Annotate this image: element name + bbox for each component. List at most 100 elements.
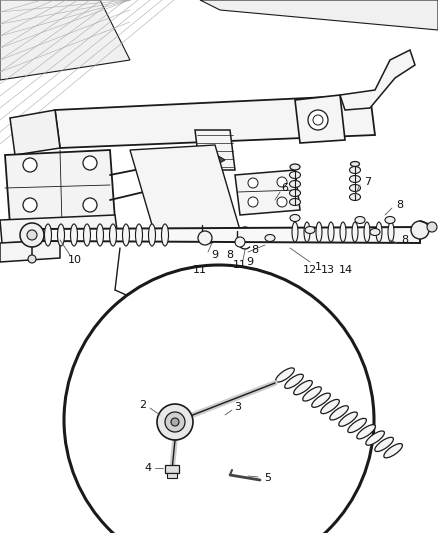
Text: 8: 8: [402, 235, 409, 245]
Ellipse shape: [305, 227, 315, 233]
Text: 13: 13: [321, 265, 335, 275]
Ellipse shape: [312, 393, 330, 407]
Text: 3: 3: [234, 402, 241, 412]
Circle shape: [427, 222, 437, 232]
Ellipse shape: [366, 431, 385, 445]
Ellipse shape: [96, 224, 103, 246]
Polygon shape: [0, 240, 60, 262]
Text: 9: 9: [247, 257, 254, 267]
Polygon shape: [200, 0, 438, 30]
Circle shape: [308, 110, 328, 130]
Ellipse shape: [123, 224, 130, 246]
Ellipse shape: [290, 190, 300, 197]
Circle shape: [277, 197, 287, 207]
Text: 8: 8: [226, 250, 233, 260]
Polygon shape: [295, 95, 345, 143]
Polygon shape: [40, 227, 420, 243]
Polygon shape: [5, 150, 115, 225]
Bar: [167, 473, 177, 478]
Circle shape: [411, 221, 429, 239]
Circle shape: [83, 198, 97, 212]
Polygon shape: [205, 148, 225, 170]
Polygon shape: [0, 215, 118, 243]
Polygon shape: [235, 170, 300, 215]
Ellipse shape: [45, 224, 52, 246]
Circle shape: [198, 231, 212, 245]
Circle shape: [20, 223, 44, 247]
Circle shape: [28, 255, 36, 263]
Ellipse shape: [385, 216, 395, 223]
Ellipse shape: [348, 418, 366, 433]
Ellipse shape: [292, 222, 298, 242]
Polygon shape: [55, 95, 375, 148]
Bar: [165, 465, 179, 473]
Circle shape: [64, 265, 374, 533]
Circle shape: [277, 177, 287, 187]
Ellipse shape: [162, 224, 169, 246]
Ellipse shape: [355, 216, 365, 223]
Circle shape: [27, 230, 37, 240]
Ellipse shape: [357, 425, 375, 439]
Text: 5: 5: [265, 473, 272, 483]
Ellipse shape: [71, 224, 78, 246]
Text: 12: 12: [303, 265, 317, 275]
Circle shape: [165, 412, 185, 432]
Ellipse shape: [370, 229, 380, 236]
Ellipse shape: [350, 193, 360, 200]
Ellipse shape: [84, 224, 91, 246]
Ellipse shape: [290, 172, 300, 179]
Polygon shape: [0, 0, 130, 80]
Ellipse shape: [350, 161, 360, 166]
Ellipse shape: [316, 222, 322, 242]
Text: 8: 8: [396, 200, 403, 210]
Polygon shape: [340, 50, 415, 110]
Ellipse shape: [285, 374, 303, 389]
Text: 9: 9: [212, 250, 219, 260]
Ellipse shape: [350, 166, 360, 174]
Ellipse shape: [339, 412, 357, 426]
Ellipse shape: [290, 214, 300, 222]
Circle shape: [313, 115, 323, 125]
Ellipse shape: [340, 222, 346, 242]
Text: 6: 6: [282, 183, 289, 193]
Ellipse shape: [290, 164, 300, 170]
Text: 8: 8: [251, 245, 258, 255]
Circle shape: [23, 158, 37, 172]
Text: 14: 14: [339, 265, 353, 275]
Ellipse shape: [57, 224, 64, 246]
Ellipse shape: [110, 224, 117, 246]
Text: 11: 11: [233, 260, 247, 270]
Circle shape: [171, 418, 179, 426]
Ellipse shape: [330, 406, 348, 420]
Text: 2: 2: [139, 400, 147, 410]
Text: 11: 11: [193, 265, 207, 275]
Circle shape: [83, 156, 97, 170]
Text: 10: 10: [68, 255, 82, 265]
Ellipse shape: [265, 235, 275, 241]
Ellipse shape: [303, 387, 321, 401]
Ellipse shape: [388, 222, 394, 242]
Ellipse shape: [294, 381, 312, 395]
Ellipse shape: [290, 198, 300, 206]
Polygon shape: [10, 110, 60, 155]
Ellipse shape: [148, 224, 155, 246]
Ellipse shape: [321, 399, 339, 414]
Polygon shape: [130, 145, 240, 235]
Circle shape: [23, 198, 37, 212]
Ellipse shape: [376, 222, 382, 242]
Text: 1: 1: [314, 262, 321, 272]
Ellipse shape: [350, 184, 360, 191]
Ellipse shape: [350, 175, 360, 182]
Polygon shape: [195, 130, 235, 170]
Circle shape: [248, 178, 258, 188]
Ellipse shape: [384, 443, 403, 458]
Circle shape: [235, 237, 245, 247]
Ellipse shape: [276, 368, 294, 382]
Text: 4: 4: [145, 463, 152, 473]
Ellipse shape: [364, 222, 370, 242]
Circle shape: [157, 404, 193, 440]
Circle shape: [248, 197, 258, 207]
Ellipse shape: [135, 224, 142, 246]
Ellipse shape: [328, 222, 334, 242]
Ellipse shape: [352, 222, 358, 242]
